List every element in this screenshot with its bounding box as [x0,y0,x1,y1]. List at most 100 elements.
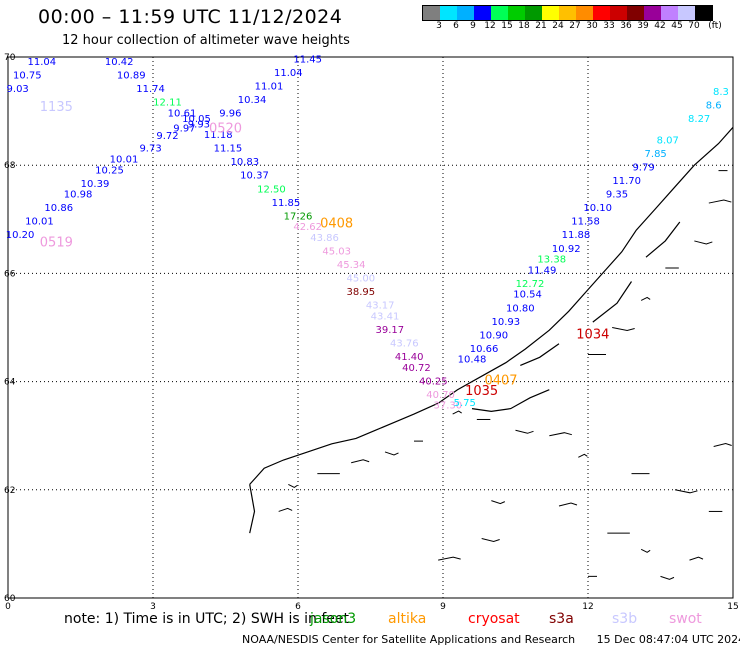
color-scale-label: 70 [688,21,700,31]
wave-height-label: 11.70 [612,176,641,187]
color-scale-label: 9 [470,21,476,31]
legend-item-s3a: s3a [549,611,574,627]
wave-height-label: 11.74 [136,84,165,95]
wave-height-label: 8.07 [657,136,679,147]
wave-height-label: 10.93 [492,317,521,328]
pass-time-label: 0407 [484,373,517,388]
legend-item-cryosat: cryosat [468,611,520,627]
color-scale-label: 12 [484,21,496,31]
wave-height-label: 10.20 [6,230,35,241]
wave-height-label: 10.61 [168,109,197,120]
x-tick-label: 12 [582,602,593,612]
wave-height-label: 10.86 [44,203,73,214]
wave-height-label: 45.03 [322,246,351,257]
color-scale-label: 42 [654,21,666,31]
coastline [578,453,588,458]
footer-credit: NOAA/NESDIS Center for Satellite Applica… [242,633,576,646]
wave-height-label: 40.70 [426,390,455,401]
color-scale-swatch [678,6,695,20]
wave-height-label: 5.75 [454,398,476,409]
color-scale-label: 45 [671,21,683,31]
color-scale-label: 30 [586,21,598,31]
color-scale-swatch [593,6,610,20]
wave-height-label: 45.34 [337,260,366,271]
pass-time-label: 0408 [320,216,353,231]
color-scale-swatch [610,6,627,20]
wave-height-label: 38.95 [347,287,376,298]
coastline [288,483,298,488]
color-scale-swatch [457,6,474,20]
color-scale-swatch [440,6,457,20]
coastline [612,327,635,332]
wave-height-label: 10.39 [81,179,110,190]
pass-time-label: 1135 [40,100,73,115]
wave-height-label: 9.97 [173,124,195,135]
wave-height-label: 39.17 [376,325,405,336]
wave-height-label: 12.50 [257,184,286,195]
color-scale-swatch [627,6,644,20]
coastline [549,432,572,437]
coastline [640,296,651,301]
color-scale-swatch [474,6,491,20]
legend-item-s3b: s3b [612,611,638,627]
wave-height-label: 11.18 [204,130,233,141]
wave-height-label: 11.85 [272,198,301,209]
coastline [249,484,256,534]
wave-height-label: 10.10 [583,203,612,214]
wave-height-label: 11.15 [214,144,243,155]
wave-height-label: 10.75 [13,71,42,82]
wave-height-label: 8.27 [688,114,710,125]
coastline [520,343,560,366]
wave-height-label: 40.25 [419,376,448,387]
wave-height-label: 7.85 [645,149,667,160]
y-tick-label: 70 [4,53,16,63]
x-tick-label: 9 [440,602,446,612]
wave-height-label: 43.86 [310,233,339,244]
coastline [694,240,713,245]
wave-height-label: 40.72 [402,363,431,374]
pass-time-label: 1034 [576,327,609,342]
footer-date: 15 Dec 08:47:04 UTC 2024 [596,633,740,646]
coastline [438,556,461,561]
coastline [249,402,439,485]
wave-height-label: 43.17 [366,301,395,312]
wave-height-label: 10.37 [240,171,269,182]
wave-height-label: 13.38 [537,255,566,266]
wave-height-label: 10.83 [231,157,260,168]
wave-height-label: 8.3 [713,87,729,98]
color-scale-swatch [542,6,559,20]
coastline [452,410,462,415]
wave-height-label: 10.89 [117,71,146,82]
pass-time-label: 0519 [40,235,73,250]
legend-item-jason3: jason3 [310,611,357,627]
wave-height-label: 10.05 [182,114,211,125]
coastline [640,548,651,553]
coastline [437,126,734,404]
y-tick-label: 62 [4,486,15,496]
color-scale-swatch [661,6,678,20]
legend-item-altika: altika [388,611,427,627]
wave-height-label: 9.79 [632,163,654,174]
wave-height-label: 9.73 [139,144,161,155]
color-scale-label: 39 [637,21,649,31]
wave-height-label: 43.76 [390,338,419,349]
y-tick-label: 64 [4,378,16,388]
y-tick-label: 68 [4,161,16,171]
wave-height-label: 42.62 [293,222,322,233]
x-tick-label: 6 [295,602,301,612]
coastline [645,221,681,258]
coastline [558,502,578,507]
color-scale [422,5,713,21]
coastline [592,281,632,323]
y-tick-label: 66 [4,269,16,279]
coastline [708,199,732,204]
wave-height-label: 10.92 [552,244,581,255]
wave-height-label: 10.34 [238,95,267,106]
color-scale-label: (ft) [708,21,722,31]
coastline [674,489,698,494]
color-scale-label: 6 [453,21,459,31]
coastline [471,389,550,413]
wave-height-label: 10.01 [25,217,54,228]
color-scale-label: 33 [603,21,615,31]
